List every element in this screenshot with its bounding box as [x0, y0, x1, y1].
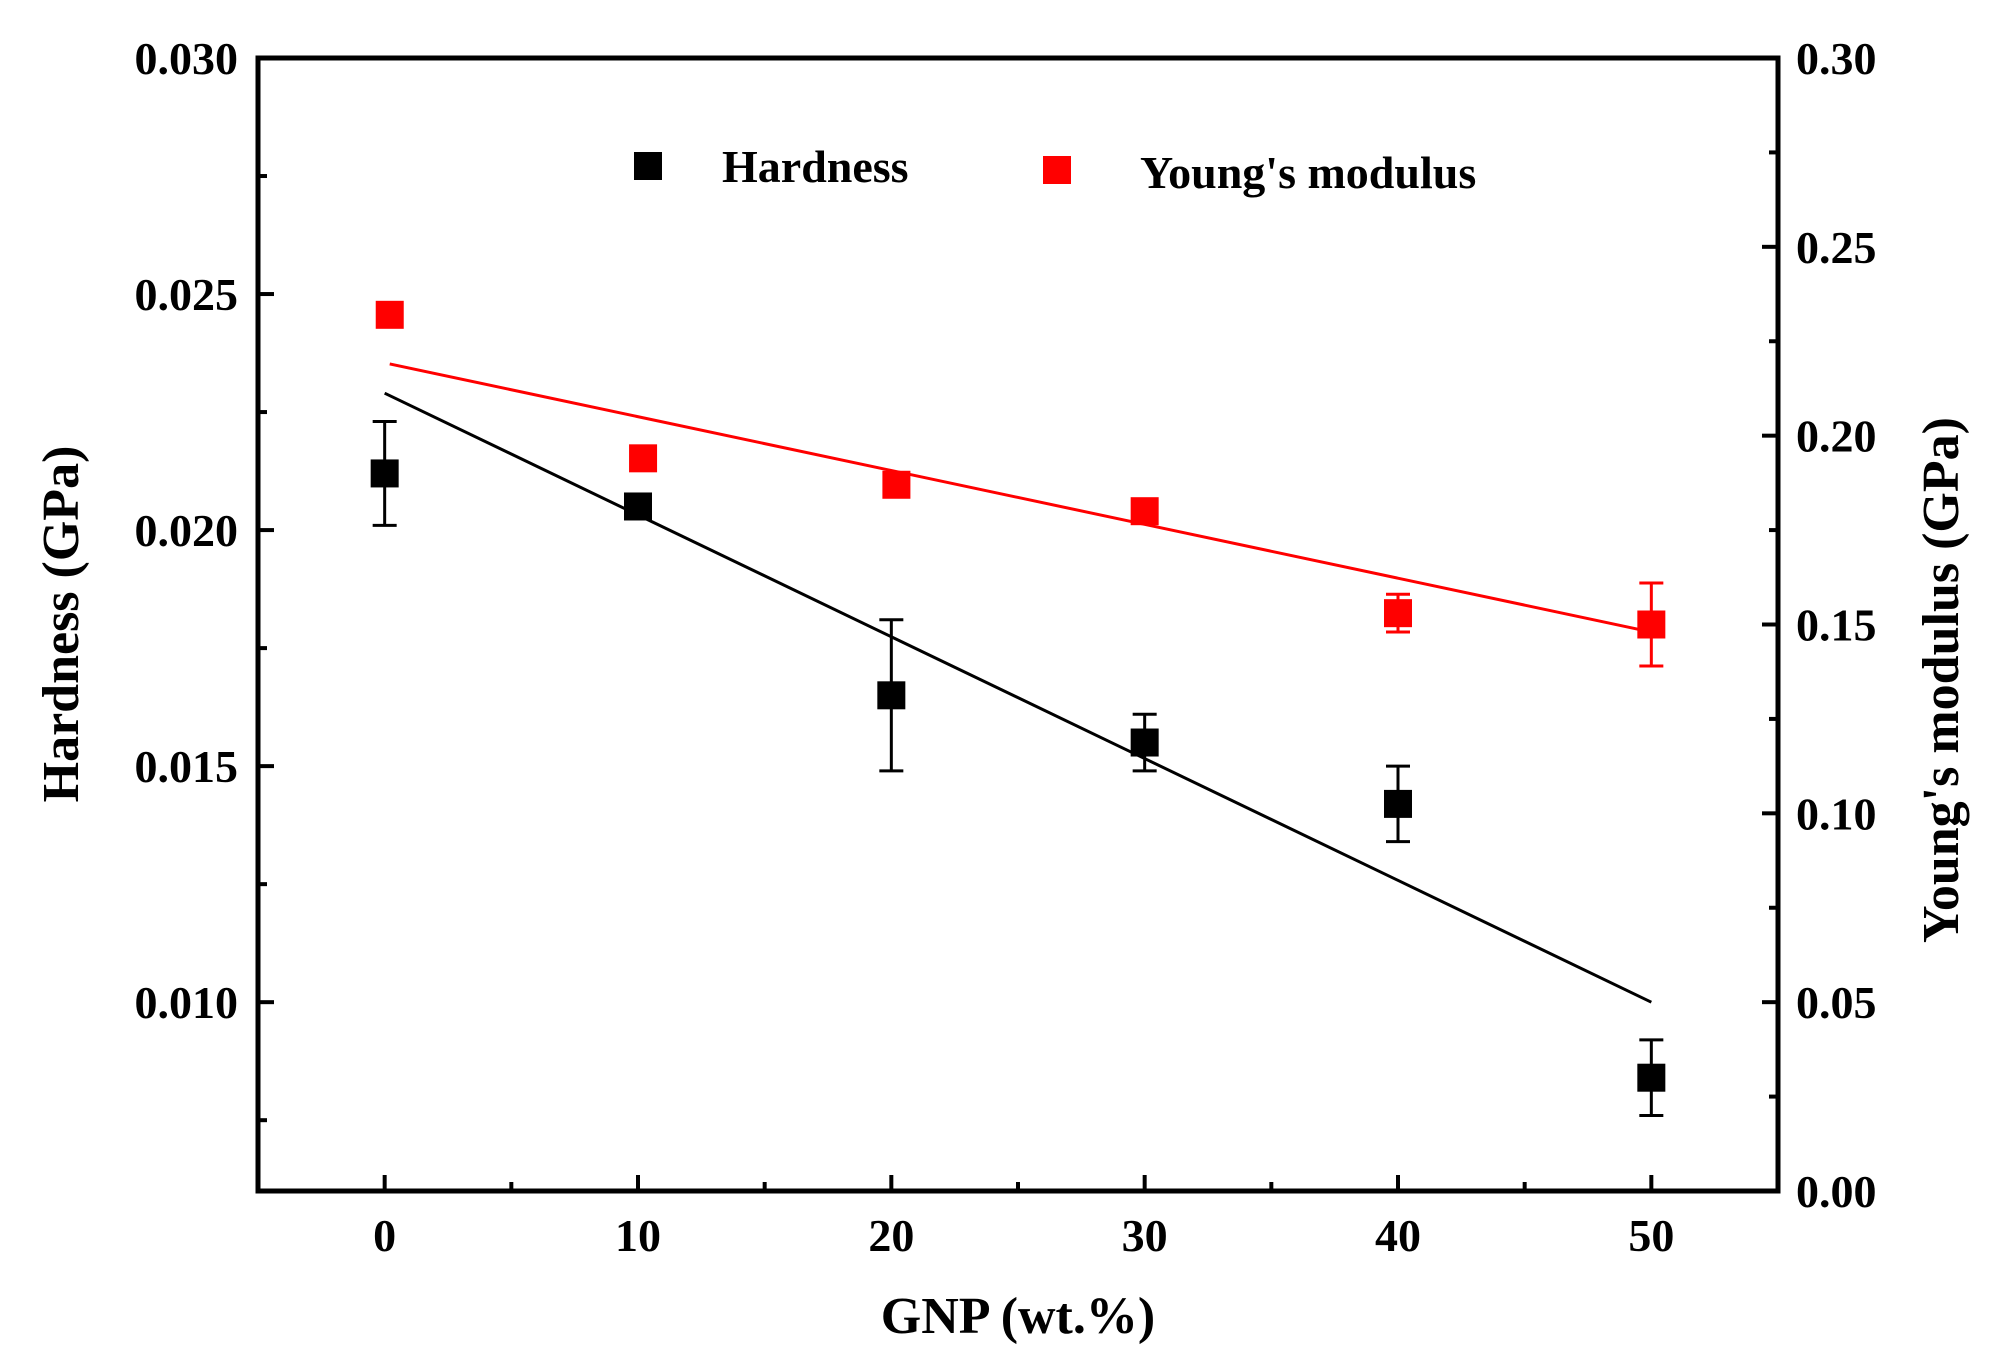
tick-labels: 0 10 20 30 40 50 0.010 0.015 0.020 0.025 0.030 0.00… — [135, 33, 1877, 1261]
point-hardness — [1637, 1063, 1666, 1092]
legend-label-hardness: Hardness — [722, 141, 909, 192]
legend-marker-youngs-modulus — [1043, 156, 1071, 184]
x-axis-title: GNP (wt.%) — [881, 1288, 1155, 1345]
point-youngs-modulus — [1130, 497, 1159, 526]
y-right-tick-label: 0.00 — [1796, 1166, 1877, 1217]
x-tick-label: 20 — [868, 1210, 914, 1261]
plot-frame — [255, 55, 1781, 1194]
x-tick-label: 50 — [1628, 1210, 1674, 1261]
y-left-tick-label: 0.020 — [135, 505, 239, 556]
point-youngs-modulus — [1637, 610, 1666, 639]
point-youngs-modulus — [375, 300, 404, 329]
legend-marker-hardness — [634, 152, 662, 180]
data-points — [370, 300, 1666, 1092]
x-tick-label: 40 — [1375, 1210, 1421, 1261]
y-left-tick-label: 0.015 — [135, 741, 239, 792]
fit-line-hardness — [384, 391, 1652, 1004]
legend: Hardness Young's modulus — [634, 141, 1476, 198]
point-hardness — [370, 459, 399, 488]
y-left-tick-label: 0.010 — [135, 977, 239, 1028]
axis-ticks — [256, 56, 1780, 1193]
y-axis-left-title: Hardness (GPa) — [33, 446, 90, 803]
x-tick-label: 10 — [615, 1210, 661, 1261]
point-hardness — [624, 492, 652, 521]
point-hardness — [877, 681, 906, 710]
point-hardness — [1384, 789, 1412, 818]
y-right-tick-label: 0.20 — [1796, 411, 1877, 462]
y-right-tick-label: 0.15 — [1796, 600, 1877, 651]
point-youngs-modulus — [1384, 599, 1412, 628]
y-left-tick-label: 0.025 — [135, 269, 239, 320]
y-left-tick-label: 0.030 — [135, 33, 239, 84]
y-right-tick-label: 0.05 — [1796, 977, 1877, 1028]
y-right-tick-label: 0.30 — [1796, 33, 1877, 84]
point-hardness — [1130, 728, 1159, 757]
x-tick-label: 30 — [1122, 1210, 1168, 1261]
point-youngs-modulus — [629, 444, 658, 473]
y-axis-right-title: Young's modulus (GPa) — [1913, 417, 1970, 943]
fit-lines — [384, 362, 1652, 1004]
y-right-tick-label: 0.25 — [1796, 222, 1877, 273]
point-youngs-modulus — [882, 470, 911, 499]
fit-line-youngs-modulus — [389, 362, 1652, 634]
x-tick-label: 0 — [373, 1210, 396, 1261]
y-right-tick-label: 0.10 — [1796, 788, 1877, 839]
error-bars — [372, 301, 1664, 1117]
legend-label-youngs-modulus: Young's modulus — [1140, 147, 1476, 198]
